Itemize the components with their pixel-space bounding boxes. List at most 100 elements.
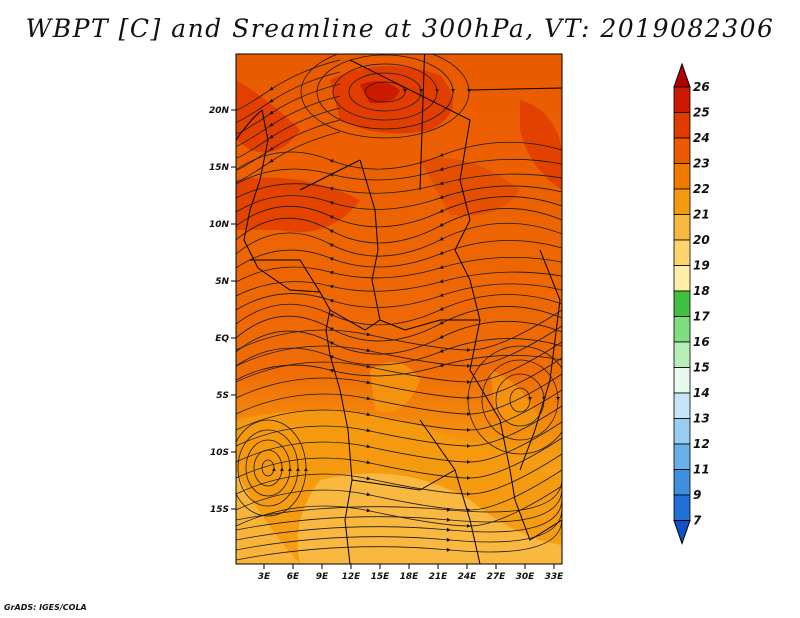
streamline bbox=[364, 81, 407, 103]
streamline bbox=[236, 341, 562, 385]
colorbar-label: 13 bbox=[693, 412, 710, 426]
colorbar-label: 15 bbox=[693, 361, 710, 375]
colorbar-segment bbox=[673, 494, 691, 521]
colorbar-label: 9 bbox=[693, 488, 701, 502]
colorbar-segment bbox=[673, 163, 691, 190]
colorbar-labels: 26 25 24 23 22 21 20 19 18 17 16 15 14 13 12 11 9 7 bbox=[693, 80, 710, 528]
lon-label: 33E bbox=[545, 572, 565, 582]
lat-label: 10N bbox=[209, 220, 230, 230]
colorbar-segment bbox=[673, 112, 691, 139]
wbpt-warm-area bbox=[236, 177, 360, 232]
streamline bbox=[236, 489, 562, 531]
wbpt-cool-area bbox=[236, 470, 300, 564]
colorbar-bottom-arrow bbox=[673, 520, 691, 546]
lon-label: 18E bbox=[400, 572, 420, 582]
colorbar-segment bbox=[673, 443, 691, 470]
streamline bbox=[245, 439, 292, 497]
colorbar-label: 19 bbox=[693, 259, 710, 273]
wbpt-warm-area bbox=[420, 158, 520, 216]
streamline bbox=[236, 95, 341, 147]
streamline bbox=[236, 309, 562, 353]
lon-label: 3E bbox=[258, 572, 271, 582]
streamline bbox=[236, 519, 562, 561]
wbpt-warm-core bbox=[360, 81, 400, 104]
lon-label: 12E bbox=[342, 572, 362, 582]
colorbar-label: 16 bbox=[693, 335, 710, 349]
streamline bbox=[236, 437, 562, 481]
streamline bbox=[236, 119, 341, 171]
lat-label: 20N bbox=[209, 106, 230, 116]
streamline bbox=[236, 325, 562, 369]
wbpt-warm-area bbox=[236, 80, 300, 153]
streamline bbox=[509, 387, 532, 413]
streamline bbox=[261, 459, 276, 477]
streamline bbox=[236, 499, 562, 541]
colorbar-label: 11 bbox=[693, 463, 710, 477]
colorbar-label: 21 bbox=[693, 208, 710, 222]
streamline bbox=[236, 509, 562, 551]
colorbar-label: 24 bbox=[693, 131, 710, 145]
streamline bbox=[236, 158, 562, 185]
streamline bbox=[236, 131, 341, 183]
colorbar-segment bbox=[673, 265, 691, 292]
colorbar-segment bbox=[673, 188, 691, 215]
wbpt-cool-area bbox=[490, 370, 540, 428]
colorbar-label: 12 bbox=[693, 437, 710, 451]
lat-label: 10S bbox=[210, 448, 229, 458]
lon-label: 24E bbox=[458, 572, 478, 582]
streamline bbox=[236, 485, 562, 529]
streamline bbox=[236, 479, 562, 521]
lat-label: 15S bbox=[210, 505, 229, 515]
lat-label: 15N bbox=[209, 163, 230, 173]
colorbar-label: 25 bbox=[693, 106, 710, 120]
lon-label: 30E bbox=[516, 572, 536, 582]
colorbar-segment bbox=[673, 290, 691, 317]
streamline bbox=[236, 71, 341, 123]
streamline bbox=[236, 256, 562, 283]
streamline bbox=[316, 54, 455, 130]
streamline bbox=[236, 107, 341, 159]
colorbar-segment bbox=[673, 214, 691, 241]
colorbar-label: 17 bbox=[693, 310, 710, 324]
map-frame bbox=[235, 53, 563, 565]
latitude-axis: 20N 15N 10N 5N EQ 5S 10S 15S bbox=[209, 106, 236, 515]
streamline bbox=[348, 72, 423, 112]
colorbar-segment bbox=[673, 239, 691, 266]
streamline bbox=[300, 54, 471, 139]
streamlines bbox=[236, 54, 562, 561]
streamline bbox=[467, 345, 562, 455]
streamline bbox=[236, 83, 341, 135]
longitude-axis: 3E 6E 9E 12E 15E 18E 21E 24E 27E 30E 33E bbox=[258, 564, 564, 582]
streamline bbox=[236, 405, 562, 449]
country-borders bbox=[236, 54, 562, 564]
streamline bbox=[236, 469, 562, 513]
streamline bbox=[236, 389, 562, 433]
streamline bbox=[236, 357, 562, 401]
streamline bbox=[332, 63, 439, 121]
colorbar-segment bbox=[673, 341, 691, 368]
colorbar-label: 26 bbox=[693, 80, 710, 94]
lon-label: 9E bbox=[316, 572, 329, 582]
colorbar-segment bbox=[673, 469, 691, 496]
colorbar-segment bbox=[673, 86, 691, 113]
streamline bbox=[237, 429, 300, 507]
lat-label: 5S bbox=[216, 391, 229, 401]
lon-label: 21E bbox=[429, 572, 449, 582]
colorbar-label: 18 bbox=[693, 284, 710, 298]
streamline bbox=[236, 59, 341, 111]
streamline bbox=[236, 419, 308, 517]
streamline bbox=[236, 173, 562, 199]
streamline bbox=[253, 449, 284, 487]
lon-label: 6E bbox=[287, 572, 300, 582]
lat-label: 5N bbox=[215, 277, 229, 287]
streamline bbox=[236, 271, 562, 297]
grads-credit: GrADS: IGES/COLA bbox=[4, 603, 87, 612]
colorbar-label: 22 bbox=[693, 182, 710, 196]
colorbar-label: 23 bbox=[693, 157, 710, 171]
map-panel bbox=[236, 54, 562, 564]
lon-label: 27E bbox=[487, 572, 507, 582]
colorbar-top-arrow bbox=[673, 62, 691, 88]
colorbar-segment bbox=[673, 367, 691, 394]
colorbar-label: 14 bbox=[693, 386, 710, 400]
